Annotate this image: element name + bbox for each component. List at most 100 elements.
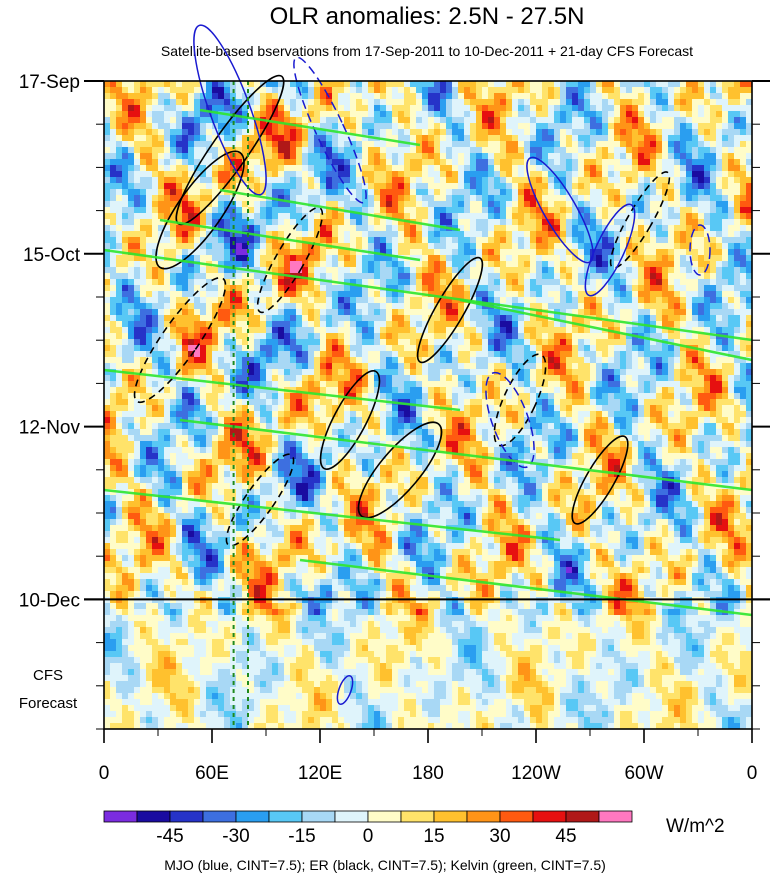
olr-cell bbox=[650, 93, 656, 99]
olr-cell bbox=[740, 177, 746, 183]
olr-cell bbox=[512, 327, 518, 333]
olr-cell bbox=[482, 219, 488, 225]
olr-cell bbox=[188, 285, 194, 291]
olr-cell bbox=[194, 357, 200, 363]
olr-cell bbox=[746, 309, 752, 315]
olr-cell bbox=[170, 165, 176, 171]
olr-cell bbox=[674, 141, 680, 147]
olr-cell bbox=[482, 345, 488, 351]
olr-cell bbox=[170, 303, 176, 309]
olr-cell bbox=[266, 345, 272, 351]
olr-cell bbox=[470, 267, 476, 273]
olr-cell bbox=[176, 123, 182, 129]
olr-cell bbox=[326, 189, 332, 195]
olr-cell bbox=[182, 285, 188, 291]
olr-cell bbox=[572, 297, 578, 303]
olr-cell bbox=[122, 333, 128, 339]
olr-cell bbox=[536, 189, 542, 195]
olr-cell bbox=[254, 357, 260, 363]
olr-cell bbox=[272, 225, 278, 231]
olr-cell bbox=[326, 345, 332, 351]
olr-cell bbox=[482, 339, 488, 345]
olr-cell bbox=[146, 315, 152, 321]
olr-cell bbox=[308, 165, 314, 171]
olr-cell bbox=[260, 303, 266, 309]
olr-cell bbox=[272, 189, 278, 195]
olr-cell bbox=[596, 189, 602, 195]
olr-cell bbox=[662, 93, 668, 99]
olr-cell bbox=[716, 321, 722, 327]
olr-cell bbox=[710, 87, 716, 93]
olr-cell bbox=[530, 333, 536, 339]
olr-cell bbox=[728, 153, 734, 159]
olr-cell bbox=[602, 243, 608, 249]
olr-cell bbox=[164, 297, 170, 303]
olr-cell bbox=[404, 177, 410, 183]
olr-cell bbox=[176, 159, 182, 165]
olr-cell bbox=[494, 99, 500, 105]
olr-cell bbox=[620, 189, 626, 195]
olr-cell bbox=[584, 147, 590, 153]
olr-cell bbox=[644, 141, 650, 147]
olr-cell bbox=[578, 93, 584, 99]
olr-cell bbox=[326, 195, 332, 201]
olr-cell bbox=[512, 279, 518, 285]
olr-cell bbox=[356, 315, 362, 321]
olr-cell bbox=[206, 357, 212, 363]
olr-cell bbox=[218, 309, 224, 315]
olr-cell bbox=[374, 201, 380, 207]
olr-cell bbox=[638, 225, 644, 231]
olr-cell bbox=[620, 153, 626, 159]
olr-cell bbox=[446, 159, 452, 165]
olr-cell bbox=[278, 327, 284, 333]
olr-cell bbox=[422, 273, 428, 279]
olr-cell bbox=[428, 93, 434, 99]
olr-cell bbox=[314, 225, 320, 231]
olr-cell bbox=[140, 309, 146, 315]
olr-cell bbox=[452, 99, 458, 105]
olr-cell bbox=[722, 321, 728, 327]
olr-cell bbox=[446, 213, 452, 219]
olr-cell bbox=[464, 147, 470, 153]
olr-cell bbox=[608, 183, 614, 189]
olr-cell bbox=[518, 243, 524, 249]
olr-cell bbox=[716, 249, 722, 255]
olr-cell bbox=[656, 111, 662, 117]
olr-cell bbox=[380, 177, 386, 183]
olr-cell bbox=[398, 321, 404, 327]
olr-cell bbox=[518, 153, 524, 159]
olr-cell bbox=[542, 93, 548, 99]
olr-cell bbox=[350, 267, 356, 273]
olr-cell bbox=[482, 333, 488, 339]
olr-cell bbox=[374, 219, 380, 225]
olr-cell bbox=[398, 123, 404, 129]
olr-cell bbox=[392, 225, 398, 231]
olr-cell bbox=[656, 153, 662, 159]
olr-cell bbox=[200, 129, 206, 135]
olr-cell bbox=[674, 99, 680, 105]
olr-cell bbox=[284, 327, 290, 333]
olr-cell bbox=[536, 291, 542, 297]
olr-cell bbox=[626, 327, 632, 333]
olr-cell bbox=[566, 231, 572, 237]
olr-cell bbox=[728, 171, 734, 177]
olr-cell bbox=[746, 315, 752, 321]
olr-cell bbox=[590, 273, 596, 279]
olr-cell bbox=[146, 237, 152, 243]
olr-cell bbox=[194, 303, 200, 309]
olr-cell bbox=[146, 183, 152, 189]
olr-cell bbox=[590, 111, 596, 117]
olr-cell bbox=[134, 273, 140, 279]
olr-cell bbox=[224, 231, 230, 237]
olr-cell bbox=[128, 159, 134, 165]
olr-cell bbox=[350, 345, 356, 351]
olr-cell bbox=[500, 243, 506, 249]
olr-cell bbox=[326, 261, 332, 267]
olr-cell bbox=[596, 321, 602, 327]
olr-cell bbox=[404, 297, 410, 303]
olr-cell bbox=[470, 153, 476, 159]
olr-cell bbox=[152, 105, 158, 111]
olr-cell bbox=[440, 261, 446, 267]
olr-cell bbox=[566, 213, 572, 219]
olr-cell bbox=[344, 201, 350, 207]
